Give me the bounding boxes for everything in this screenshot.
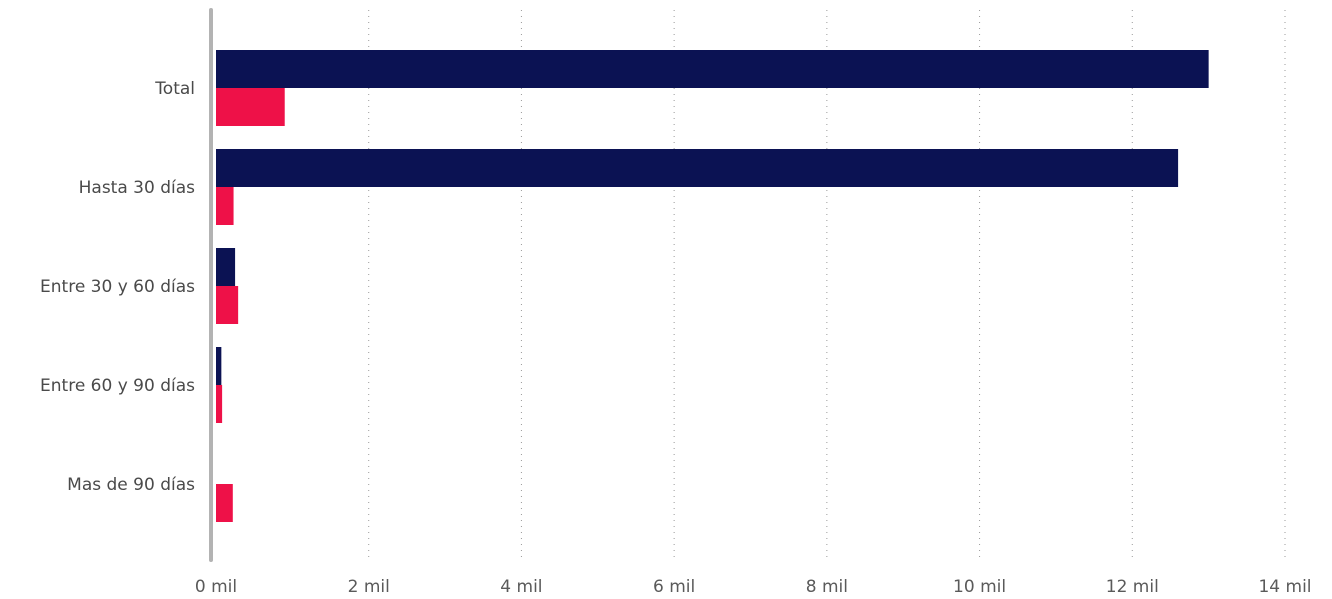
- x-tick-label: 0 mil: [195, 577, 237, 597]
- bar-series-2: [216, 484, 233, 522]
- x-tick-label: 6 mil: [653, 577, 695, 597]
- category-label: Mas de 90 días: [67, 475, 195, 495]
- bar-series-2: [216, 286, 239, 324]
- category-label: Entre 30 y 60 días: [40, 277, 195, 297]
- x-axis-ticks: 0 mil 2 mil 4 mil 6 mil 8 mil 10 mil 12 mil 14 …: [195, 577, 1312, 597]
- category-label: Hasta 30 días: [79, 178, 196, 198]
- bar-series-1: [216, 149, 1179, 187]
- category-label: Entre 60 y 90 días: [40, 376, 195, 396]
- category-labels: Total Hasta 30 días Entre 30 y 60 días Entr…: [40, 79, 195, 495]
- bar-series-2: [216, 88, 285, 126]
- bar-series-2: [216, 385, 223, 423]
- x-tick-label: 12 mil: [1106, 577, 1159, 597]
- bars: [216, 50, 1209, 522]
- bar-series-1: [216, 50, 1209, 88]
- bar-series-1: [216, 248, 236, 286]
- x-tick-label: 4 mil: [500, 577, 542, 597]
- x-tick-label: 8 mil: [806, 577, 848, 597]
- grid-lines: [368, 10, 1286, 560]
- bar-series-1: [216, 347, 222, 385]
- x-tick-label: 10 mil: [953, 577, 1006, 597]
- x-tick-label: 2 mil: [348, 577, 390, 597]
- bar-series-2: [216, 187, 234, 225]
- category-label: Total: [154, 79, 195, 99]
- x-tick-label: 14 mil: [1258, 577, 1311, 597]
